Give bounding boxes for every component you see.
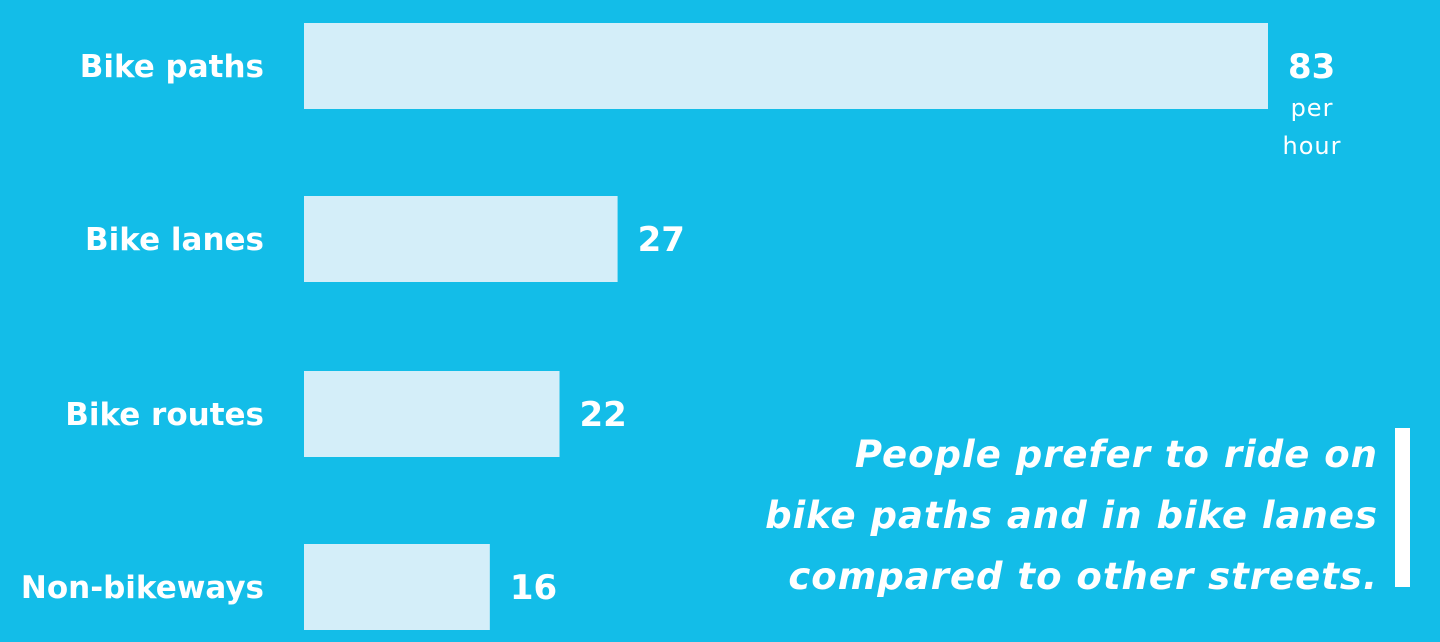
category-label-3: Non-bikeways <box>21 570 264 606</box>
unit-label-1: hour <box>1283 132 1342 160</box>
callout-text: People prefer to ride on bike paths and … <box>658 424 1378 607</box>
bar-1 <box>304 196 618 282</box>
callout-line-2: bike paths and in bike lanes <box>765 494 1378 537</box>
category-label-1: Bike lanes <box>85 222 264 258</box>
value-label-1: 27 <box>638 220 685 260</box>
value-label-3: 16 <box>510 568 557 608</box>
callout-accent-bar <box>1395 428 1410 587</box>
bar-3 <box>304 544 490 630</box>
unit-label-0: per <box>1291 94 1334 122</box>
callout-line-3: compared to other streets. <box>788 555 1378 598</box>
bar-0 <box>304 23 1268 109</box>
value-label-0: 83 <box>1288 47 1335 87</box>
callout-line-1: People prefer to ride on <box>854 433 1378 476</box>
bar-2 <box>304 371 560 457</box>
category-label-0: Bike paths <box>80 49 264 85</box>
value-label-2: 22 <box>580 395 627 435</box>
category-label-2: Bike routes <box>65 397 264 433</box>
